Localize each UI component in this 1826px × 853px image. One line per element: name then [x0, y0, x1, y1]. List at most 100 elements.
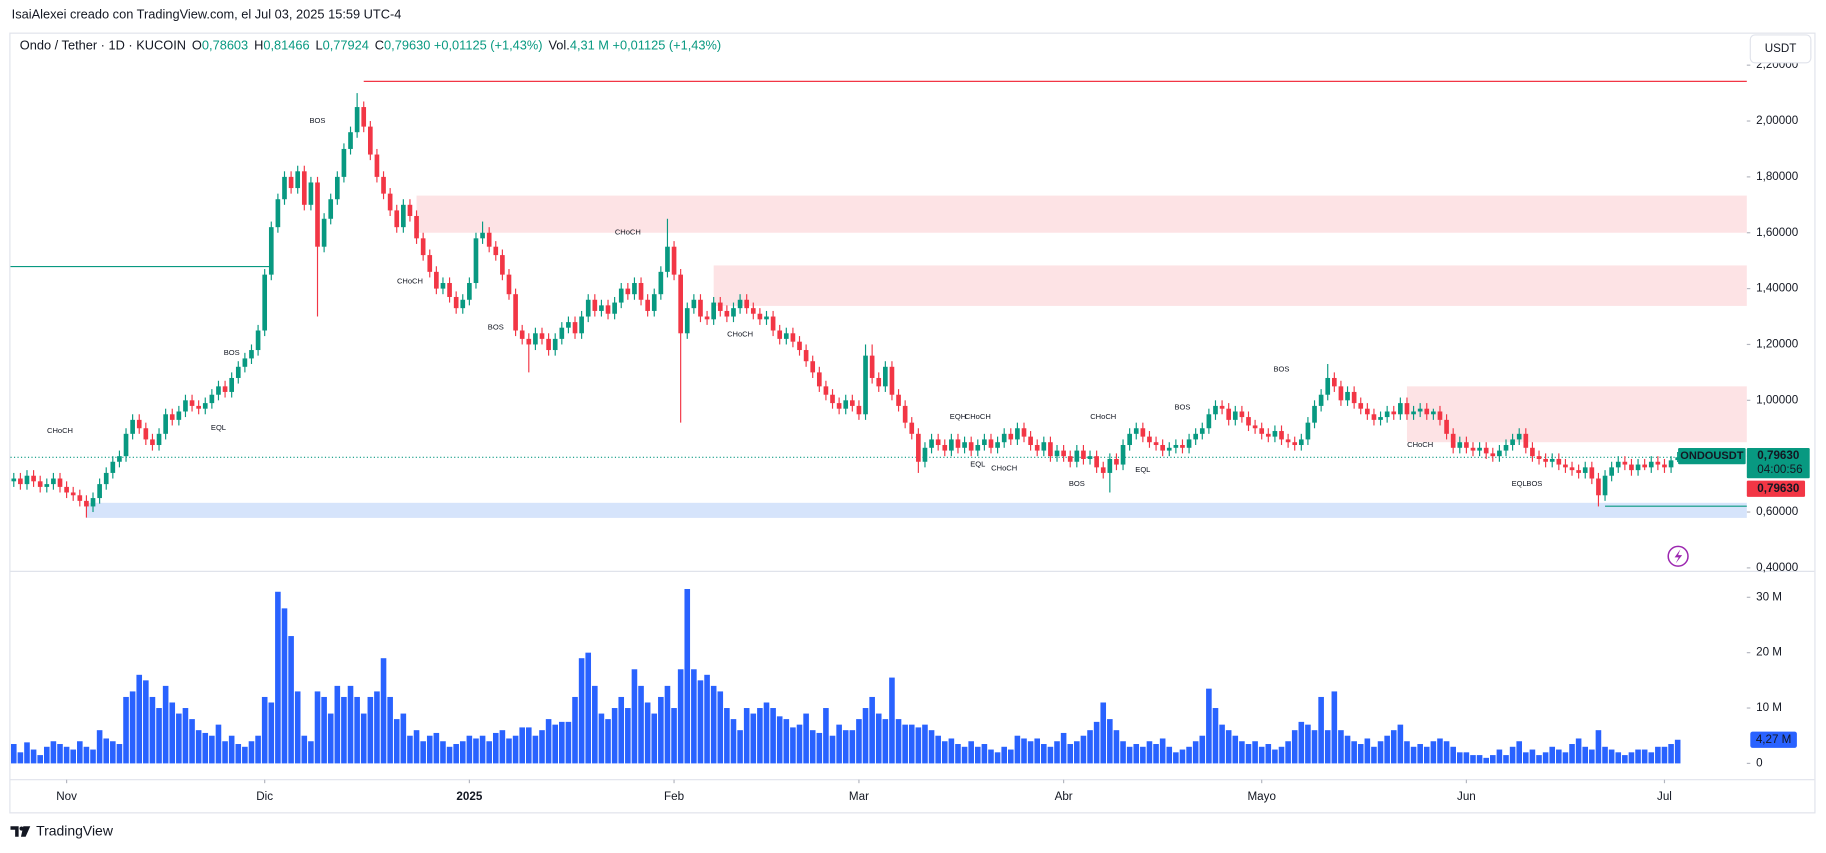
candle-body	[473, 238, 479, 284]
currency-button[interactable]: USDT	[1749, 34, 1812, 64]
candle-body	[387, 193, 393, 211]
candle-body	[1411, 411, 1416, 415]
candle-body	[123, 433, 129, 457]
volume-bar	[611, 708, 618, 764]
candle-body	[77, 495, 83, 501]
volume-bar	[17, 752, 24, 764]
volume-bar	[367, 696, 374, 764]
volume-bar	[281, 608, 288, 764]
volume-bar	[1483, 757, 1489, 764]
volume-bar	[202, 732, 209, 764]
candle-body	[1615, 461, 1621, 468]
candle-body	[585, 299, 591, 317]
volume-bar	[1628, 752, 1635, 764]
candle-body	[1635, 464, 1641, 471]
volume-bar	[387, 696, 393, 764]
annotation: BOS	[1174, 402, 1190, 411]
annotation: BOS	[1526, 479, 1542, 488]
x-tick-label: Jul	[1657, 790, 1672, 803]
volume-bar	[1556, 749, 1562, 764]
volume-tick-label: 30 M	[1756, 590, 1782, 603]
candle-body	[883, 366, 888, 387]
candle-body	[1312, 405, 1317, 423]
volume-bar	[327, 713, 334, 764]
volume-bar	[1410, 746, 1417, 764]
volume-bar	[1021, 738, 1027, 764]
volume-bar	[1239, 741, 1245, 764]
candle-body	[354, 107, 360, 133]
volume-bar	[1318, 696, 1324, 764]
volume-bar	[961, 746, 968, 764]
button-label[interactable]: USDT	[1765, 42, 1797, 55]
volume-bar	[1074, 741, 1080, 764]
volume-bar	[757, 708, 763, 764]
candle-body	[222, 386, 228, 392]
candle-body	[1351, 391, 1357, 404]
candle-body	[1081, 450, 1086, 459]
volume-bar	[638, 685, 644, 764]
volume-bar	[433, 732, 440, 764]
volume-bar	[354, 696, 360, 764]
volume-bar	[842, 730, 849, 764]
candle-body	[117, 456, 122, 462]
volume-bar	[908, 724, 915, 764]
candle-body	[288, 176, 294, 189]
volume-bar	[1423, 746, 1430, 764]
volume-tag-text: 4,27 M	[1756, 733, 1792, 746]
candle-body	[539, 333, 545, 339]
volume-bar	[1404, 741, 1410, 764]
volume-bar	[1140, 746, 1146, 764]
volume-bar	[393, 719, 400, 764]
volume-bar	[1608, 749, 1615, 764]
candle-body	[1180, 445, 1185, 448]
countdown-text: 04:00:56	[1757, 463, 1802, 476]
candle-body	[962, 442, 967, 448]
volume-bar	[1622, 755, 1628, 764]
candle-body	[1206, 414, 1212, 429]
candle-body	[196, 405, 201, 409]
volume-bar	[222, 741, 228, 764]
button-frame[interactable]	[1749, 34, 1812, 64]
volume-bar	[809, 730, 816, 764]
volume-bar	[341, 696, 347, 764]
volume-bar	[882, 719, 889, 764]
volume-bar	[559, 721, 565, 764]
volume-bar	[664, 685, 671, 764]
candle-body	[1589, 467, 1595, 479]
candle-body	[869, 355, 875, 378]
volume-bar	[684, 588, 691, 764]
candle-body	[110, 461, 116, 473]
volume-bar	[235, 744, 242, 764]
price-tag-text: 0,79630	[1757, 449, 1799, 462]
volume-bar	[116, 744, 123, 764]
candle-body	[579, 316, 584, 334]
candle-body	[1582, 467, 1588, 473]
volume-bar	[743, 708, 750, 764]
volume-bar	[928, 730, 935, 764]
candle-body	[1516, 433, 1522, 440]
candle-body	[698, 299, 703, 317]
volume-bar	[1232, 735, 1239, 764]
legend-value: 0,79630	[384, 38, 430, 53]
replay-icon[interactable]	[1667, 545, 1689, 567]
volume-bar	[1351, 741, 1357, 764]
volume-bar	[255, 735, 261, 764]
icon-bolt[interactable]	[1674, 549, 1683, 564]
candle-body	[592, 299, 598, 311]
volume-bar	[1476, 755, 1483, 764]
candle-body	[1523, 433, 1529, 448]
annotation: BOS	[1274, 365, 1290, 374]
candle-body	[1384, 411, 1390, 418]
volume-bar	[1437, 738, 1443, 764]
volume-bar	[1008, 749, 1014, 764]
volume-bar	[776, 716, 783, 764]
volume-bar	[400, 713, 407, 764]
volume-bar	[1470, 755, 1476, 764]
candle-body	[1668, 460, 1674, 468]
candle-body	[572, 322, 578, 334]
candle-body	[334, 176, 340, 200]
legend-key: H	[254, 38, 263, 53]
volume-bar	[1080, 735, 1087, 764]
volume-bar	[605, 719, 611, 764]
